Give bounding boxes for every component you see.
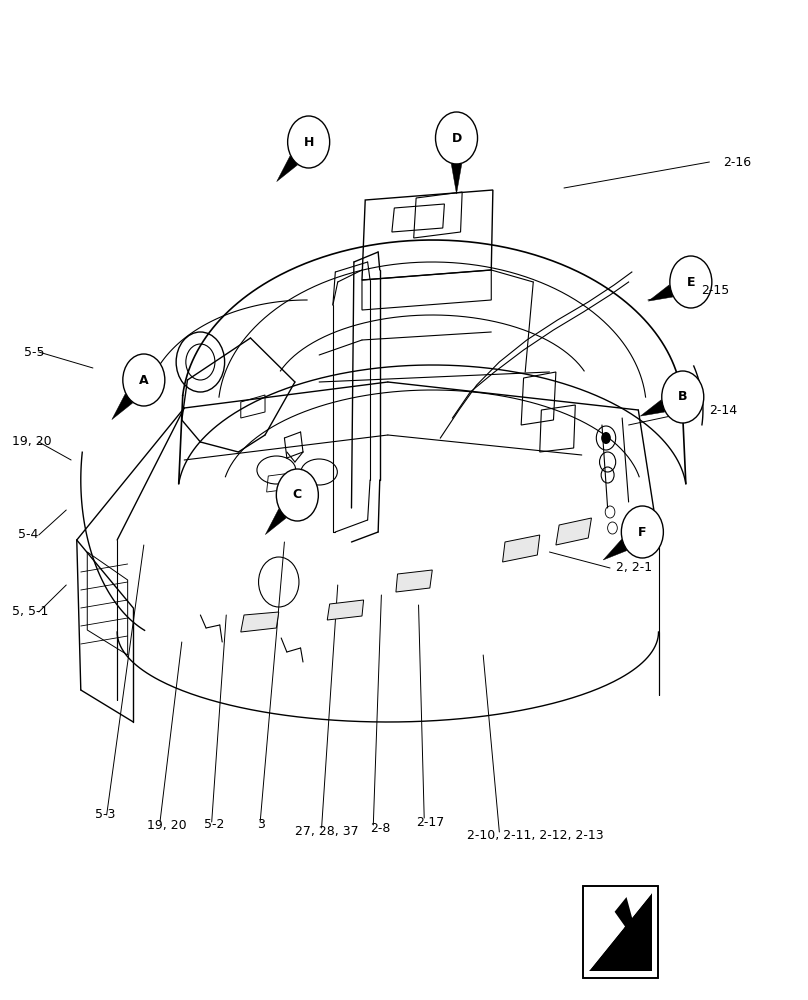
- Polygon shape: [589, 893, 652, 971]
- Polygon shape: [451, 164, 461, 194]
- Text: A: A: [139, 373, 149, 386]
- Polygon shape: [556, 518, 591, 545]
- Circle shape: [276, 469, 318, 521]
- Text: H: H: [304, 135, 314, 148]
- Text: 5-4: 5-4: [18, 528, 38, 542]
- Text: D: D: [452, 131, 461, 144]
- Text: 5, 5-1: 5, 5-1: [12, 605, 48, 618]
- Text: 19, 20: 19, 20: [12, 436, 52, 448]
- Polygon shape: [396, 570, 432, 592]
- Circle shape: [670, 256, 712, 308]
- FancyBboxPatch shape: [583, 886, 658, 978]
- Text: 19, 20: 19, 20: [147, 818, 187, 832]
- Polygon shape: [327, 600, 364, 620]
- Text: 2-8: 2-8: [370, 822, 390, 834]
- Polygon shape: [112, 394, 133, 420]
- Circle shape: [436, 112, 478, 164]
- Text: 27, 28, 37: 27, 28, 37: [295, 826, 359, 838]
- Text: 2-15: 2-15: [701, 284, 730, 296]
- Text: 2-16: 2-16: [723, 155, 751, 168]
- Text: F: F: [638, 526, 646, 538]
- Polygon shape: [241, 612, 279, 632]
- Text: 2-14: 2-14: [709, 403, 738, 416]
- Text: 5-3: 5-3: [95, 808, 116, 822]
- Polygon shape: [276, 156, 297, 182]
- Text: C: C: [292, 488, 302, 502]
- Text: 5-5: 5-5: [24, 346, 44, 359]
- Circle shape: [621, 506, 663, 558]
- Circle shape: [601, 432, 611, 444]
- Text: 2-17: 2-17: [416, 816, 444, 828]
- Polygon shape: [615, 897, 649, 961]
- Circle shape: [288, 116, 330, 168]
- Polygon shape: [265, 509, 286, 535]
- Text: 3: 3: [257, 818, 265, 832]
- Text: B: B: [678, 390, 688, 403]
- Circle shape: [123, 354, 165, 406]
- Text: 2-10, 2-11, 2-12, 2-13: 2-10, 2-11, 2-12, 2-13: [467, 828, 604, 842]
- Text: E: E: [687, 275, 695, 288]
- Text: 5-2: 5-2: [204, 818, 225, 832]
- Polygon shape: [503, 535, 540, 562]
- Polygon shape: [640, 400, 665, 416]
- Polygon shape: [589, 893, 652, 971]
- Polygon shape: [604, 539, 627, 560]
- Polygon shape: [648, 285, 673, 301]
- Text: 2, 2-1: 2, 2-1: [616, 562, 652, 574]
- Circle shape: [662, 371, 704, 423]
